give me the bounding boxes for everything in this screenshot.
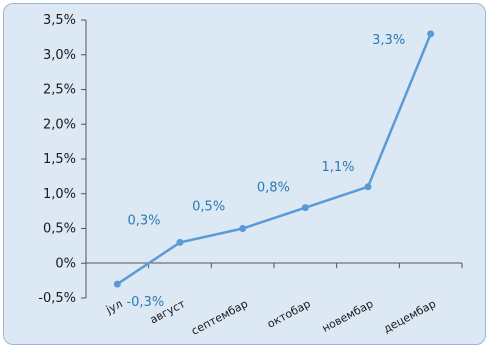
data-point xyxy=(364,183,372,191)
data-label: 0,3% xyxy=(127,213,160,228)
y-tick-label: 2,5% xyxy=(43,83,76,98)
x-tick-label: новембар xyxy=(320,297,376,335)
x-tick-label: октобар xyxy=(265,297,313,331)
chart-frame xyxy=(3,3,486,345)
y-tick-label: 1,0% xyxy=(43,187,76,202)
data-point xyxy=(113,280,121,288)
data-point xyxy=(239,225,247,232)
y-tick-label: 0% xyxy=(55,256,76,271)
data-point xyxy=(176,238,184,246)
data-point xyxy=(301,204,309,212)
y-tick-label: 3,5% xyxy=(43,13,76,28)
series-line xyxy=(116,33,432,286)
y-tick-label: 1,5% xyxy=(43,152,76,167)
data-label: 3,3% xyxy=(372,33,405,48)
y-tick-label: 3,0% xyxy=(43,48,76,63)
data-label: 1,1% xyxy=(321,160,354,175)
y-tick-label: 2,0% xyxy=(43,117,76,132)
y-tick-label: -0,5% xyxy=(38,291,76,306)
data-point xyxy=(427,30,435,38)
x-tick-label: јул xyxy=(103,297,125,317)
data-label: 0,8% xyxy=(257,181,290,196)
x-tick-label: септембар xyxy=(189,297,250,338)
data-label: -0,3% xyxy=(126,295,164,310)
y-tick-label: 0,5% xyxy=(43,222,76,237)
x-tick-label: децембар xyxy=(381,297,438,335)
data-label: 0,5% xyxy=(192,200,225,215)
